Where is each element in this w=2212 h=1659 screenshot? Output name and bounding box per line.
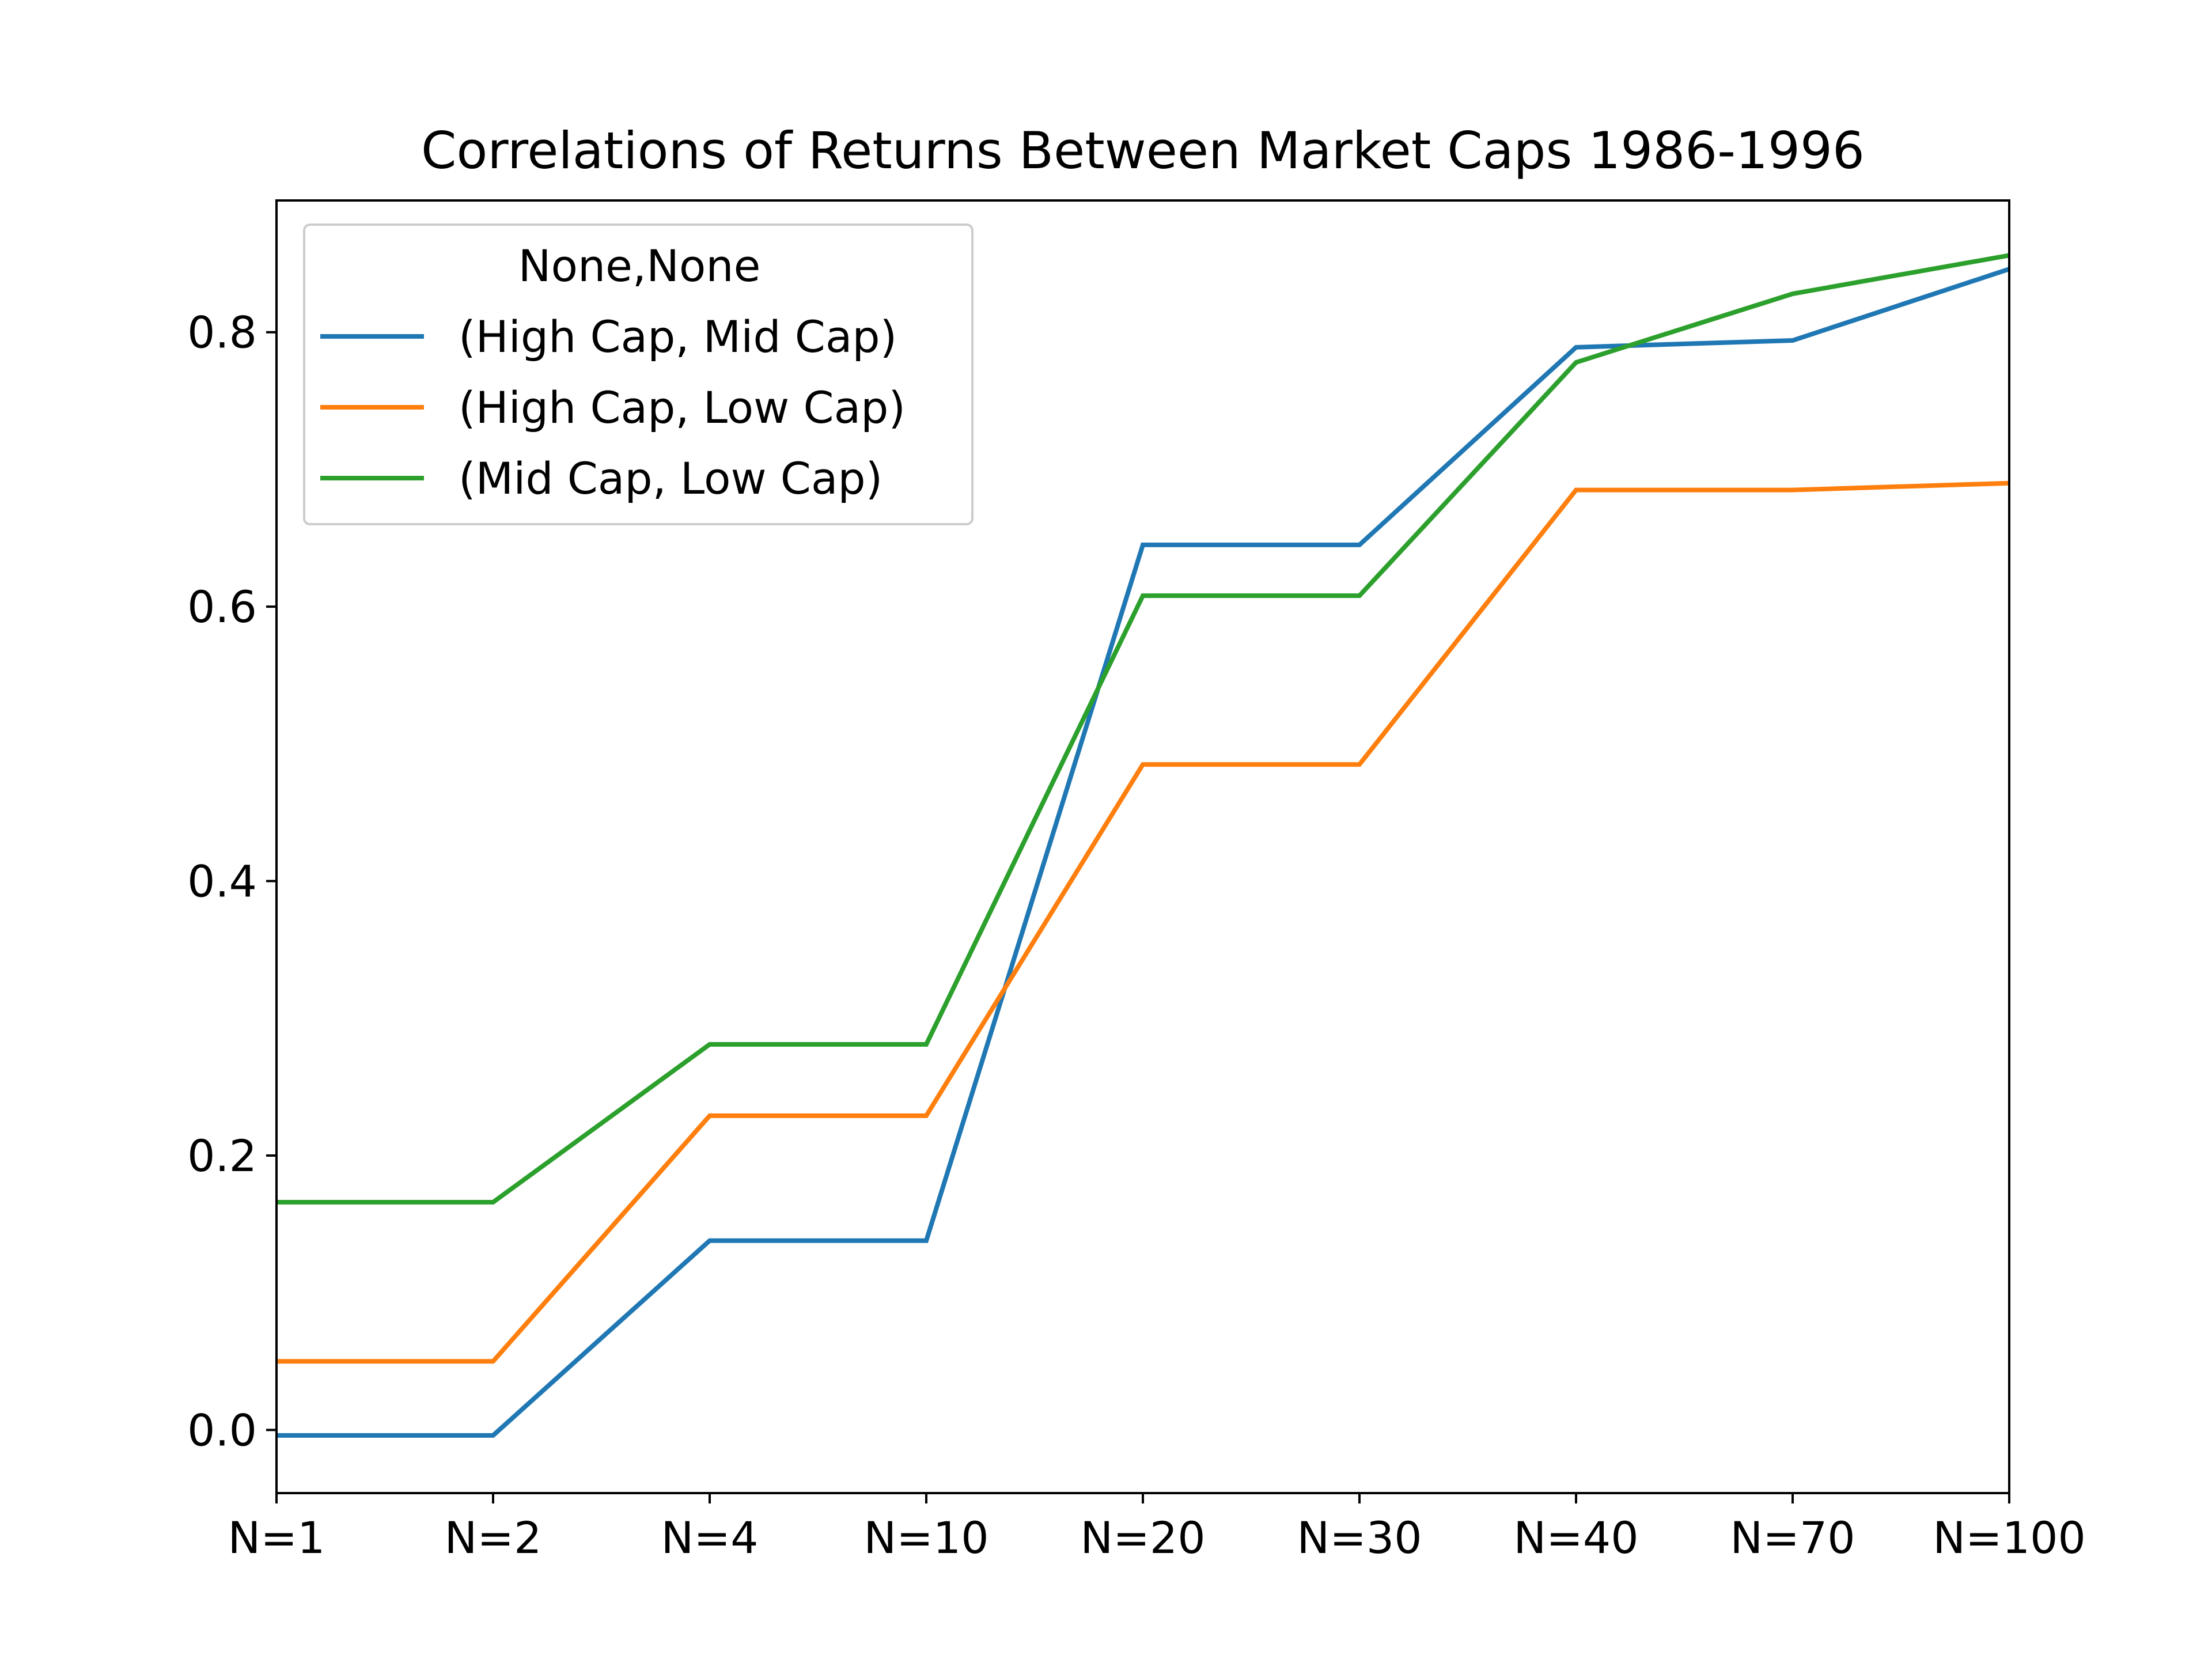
x-tick-label: N=2 [445,1512,542,1563]
y-tick-label: 0.6 [187,581,257,632]
x-tick-label: N=20 [1080,1512,1205,1563]
legend: None,None (High Cap, Mid Cap) (High Cap, L… [303,224,974,525]
legend-label: (Mid Cap, Low Cap) [459,453,882,504]
y-tick-label: 0.4 [187,856,257,907]
series-layer [276,253,2010,1438]
x-tick-label: N=4 [661,1512,759,1563]
chart-title: Correlations of Returns Between Market C… [421,121,1865,180]
x-tick-label: N=100 [1933,1512,2086,1563]
legend-box [303,224,974,525]
x-tick-label: N=40 [1513,1512,1638,1563]
x-tick-label: N=70 [1730,1512,1855,1563]
series-line-2 [276,480,2010,1364]
legend-label: (High Cap, Low Cap) [459,382,906,433]
x-tick-label: N=30 [1297,1512,1422,1563]
y-tick-label: 0.2 [187,1130,257,1181]
y-axis: 0.0 0.2 0.4 0.6 0.8 [187,307,276,1456]
x-axis: N=1 N=2 N=4 N=10 N=20 N=30 N=40 N=70 N=100 [228,1493,2086,1563]
series-line-3 [276,253,2010,1205]
series-line-1 [276,267,2010,1438]
y-tick-label: 0.8 [187,307,257,358]
legend-label: (High Cap, Mid Cap) [459,311,897,362]
x-tick-label: N=10 [863,1512,988,1563]
legend-title: None,None [518,240,761,291]
x-tick-label: N=1 [228,1512,325,1563]
y-tick-label: 0.0 [187,1404,257,1456]
